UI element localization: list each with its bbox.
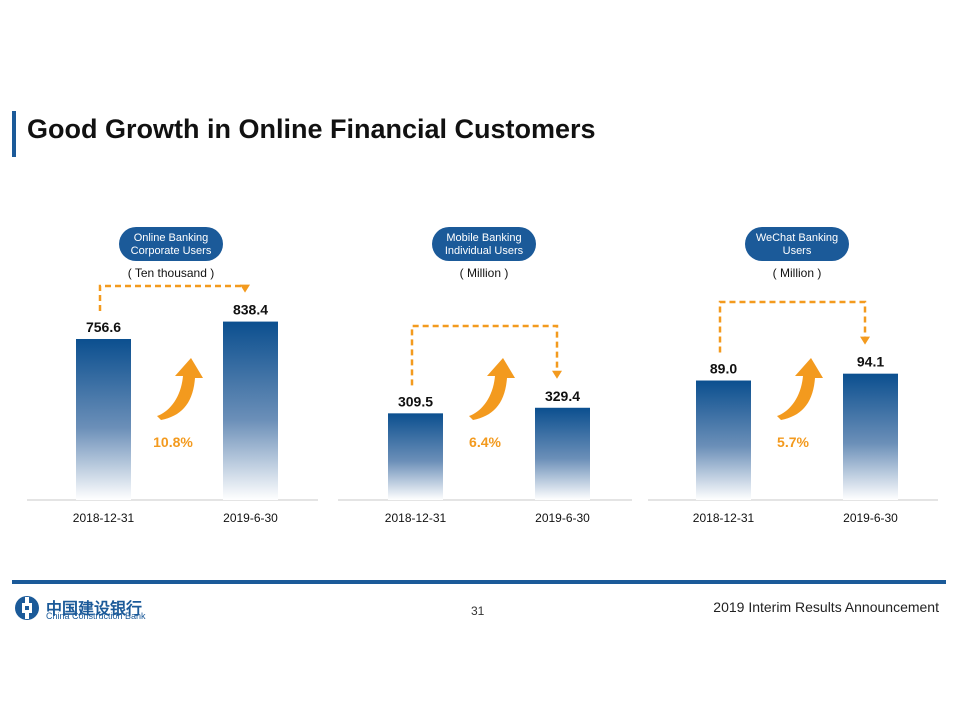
chart-pill-label-line: Individual Users <box>445 245 524 257</box>
chart-growth-arrow-icon <box>469 358 515 420</box>
chart-category-label: 2019-6-30 <box>535 511 590 525</box>
chart-bracket-arrowhead <box>240 284 250 293</box>
chart-growth-arrow-icon <box>777 358 823 420</box>
chart-pill-label-bg <box>119 227 223 261</box>
page-number: 31 <box>471 604 485 618</box>
growth-arrow-shape <box>777 358 823 420</box>
chart-category-label: 2019-6-30 <box>843 511 898 525</box>
chart-bar-2018-12-31 <box>76 338 131 500</box>
chart-pill-label-line: Corporate Users <box>131 245 212 257</box>
page-title: Good Growth in Online Financial Customer… <box>27 114 596 144</box>
chart-bracket-arrowhead <box>552 370 562 379</box>
footer-announcement: 2019 Interim Results Announcement <box>713 599 939 615</box>
chart-bar-2018-12-31 <box>696 380 751 500</box>
chart-value-label: 756.6 <box>86 319 121 335</box>
growth-arrow-shape <box>157 358 203 420</box>
chart-value-label: 309.5 <box>398 393 433 409</box>
chart-unit-label: ( Million ) <box>460 266 509 280</box>
chart-category-label: 2018-12-31 <box>693 511 755 525</box>
chart-category-label: 2018-12-31 <box>73 511 135 525</box>
chart-growth-arrow-icon <box>157 358 203 420</box>
chart-category-label: 2019-6-30 <box>223 511 278 525</box>
logo-english-name: China Construction Bank <box>46 611 146 621</box>
chart-pill-label-line: WeChat Banking <box>756 232 838 244</box>
chart-pill-label-line: Online Banking <box>134 232 209 244</box>
title-accent-bar <box>12 111 16 157</box>
chart-growth-bracket <box>98 284 247 311</box>
chart-category-label: 2018-12-31 <box>385 511 447 525</box>
chart-growth-bracket <box>410 324 559 386</box>
chart-bracket-arrowhead <box>860 336 870 345</box>
chart-value-label: 329.4 <box>545 388 580 404</box>
ccb-logo-icon <box>15 596 39 620</box>
chart-bar-2018-12-31 <box>388 413 443 500</box>
chart-unit-label: ( Ten thousand ) <box>128 266 215 280</box>
chart-value-label: 838.4 <box>233 302 268 318</box>
chart-unit-label: ( Million ) <box>773 266 822 280</box>
chart-pill-label-line: Mobile Banking <box>446 232 521 244</box>
chart-growth-bracket <box>718 300 867 353</box>
chart-bar-2019-6-30 <box>223 321 278 500</box>
chart-bar-2019-6-30 <box>843 373 898 500</box>
chart-pill-label-bg <box>745 227 849 261</box>
chart-value-label: 94.1 <box>857 354 884 370</box>
chart-bar-2019-6-30 <box>535 407 590 500</box>
chart-pill-label-line: Users <box>783 245 812 257</box>
logo-chinese-name: 中国建设银行 <box>46 599 143 618</box>
growth-arrow-shape <box>469 358 515 420</box>
chart-value-label: 89.0 <box>710 361 737 377</box>
chart-growth-label: 10.8% <box>153 434 193 450</box>
chart-growth-label: 6.4% <box>469 434 501 450</box>
chart-pill-label-bg <box>432 227 536 261</box>
footer-divider <box>12 580 946 584</box>
chart-growth-label: 5.7% <box>777 434 809 450</box>
